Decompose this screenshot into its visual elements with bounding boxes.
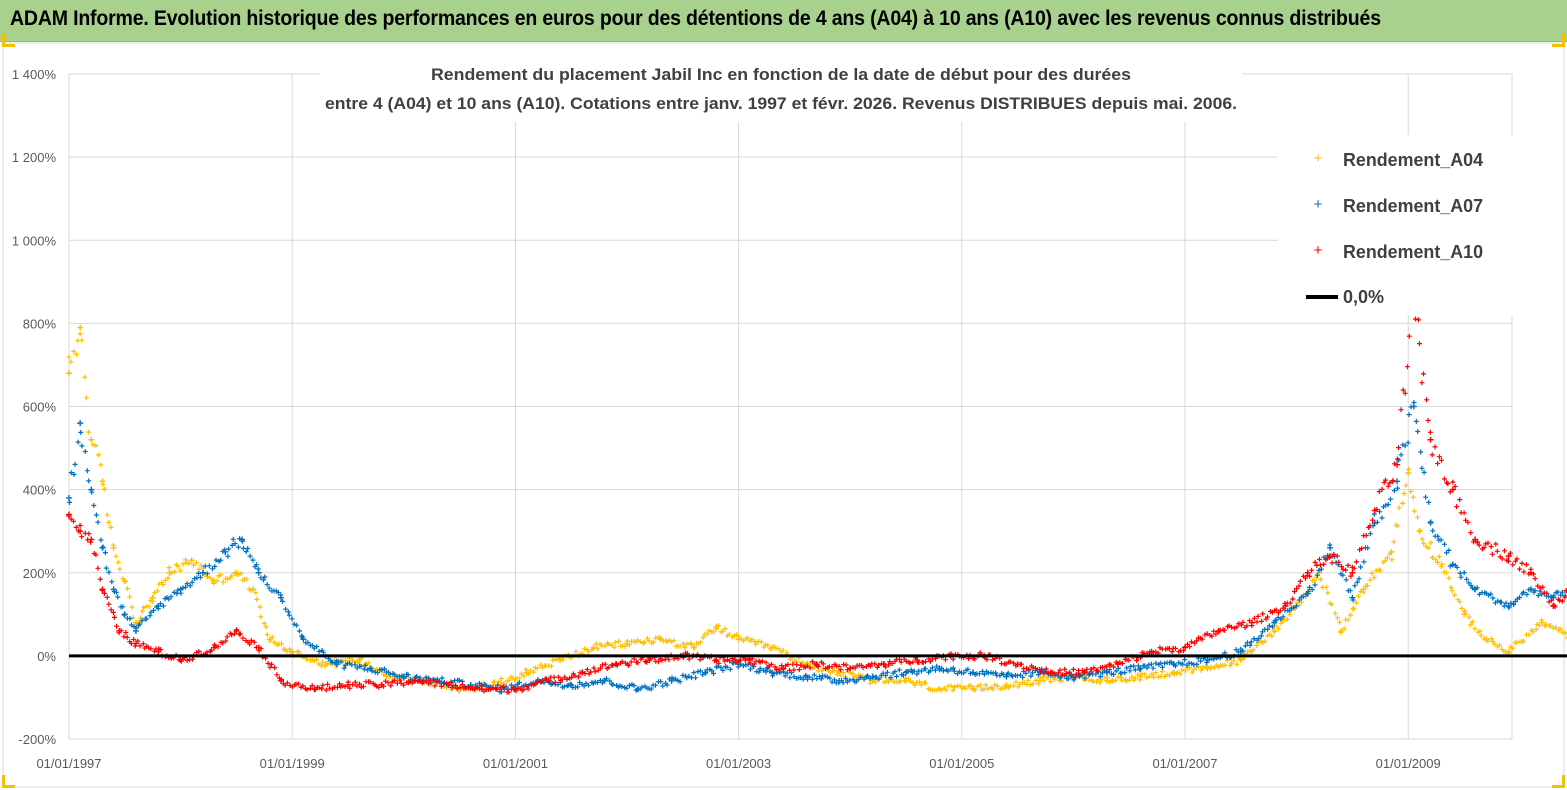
y-tick-label: 0% — [37, 649, 56, 664]
legend-marker-a10: + — [1314, 242, 1323, 259]
series-rendement-a10 — [66, 285, 1567, 695]
data-point — [77, 324, 84, 331]
y-tick-label: 400% — [23, 483, 57, 498]
x-tick-label: 01/01/2007 — [1152, 756, 1217, 771]
series-rendement-a04-cloud — [66, 331, 1567, 694]
x-axis-ticks: 01/01/1997 01/01/1999 01/01/2001 01/01/2003… — [36, 756, 1441, 771]
data-point — [1427, 436, 1434, 443]
legend-label-a07: Rendement_A07 — [1343, 196, 1483, 216]
y-tick-label: -200% — [18, 732, 56, 747]
frame-corner-top-right — [1552, 34, 1565, 47]
frame-corner-bottom-left — [2, 775, 15, 788]
chart-legend: + Rendement_A04 + Rendement_A07 + Rendem… — [1278, 135, 1518, 315]
data-point — [77, 420, 84, 427]
legend-label-zero: 0,0% — [1343, 287, 1384, 307]
chart-title-line-2: entre 4 (A04) et 10 ans (A10). Cotations… — [325, 94, 1237, 113]
report-banner: ADAM Informe. Evolution historique des p… — [0, 0, 1567, 42]
x-tick-label: 01/01/2005 — [929, 756, 994, 771]
zero-line-layer — [69, 654, 1567, 658]
series-layer — [66, 285, 1567, 695]
report-title: ADAM Informe. Evolution historique des p… — [10, 7, 1381, 30]
data-point — [289, 648, 296, 655]
y-axis-ticks: -200% 0% 200% 400% 600% 800% 1 000% 1 200% 1 400… — [12, 67, 57, 747]
data-point — [66, 370, 72, 377]
chart-frame — [2, 42, 1565, 788]
x-tick-label: 01/01/2001 — [483, 756, 548, 771]
y-tick-label: 800% — [23, 316, 57, 331]
legend-label-a10: Rendement_A10 — [1343, 242, 1483, 262]
legend-marker-a04: + — [1314, 150, 1323, 167]
data-point — [121, 611, 128, 618]
x-tick-label: 01/01/2009 — [1376, 756, 1441, 771]
series-rendement-a10-cloud — [66, 285, 1567, 695]
frame-corner-top-left — [2, 34, 15, 47]
data-point — [1349, 569, 1356, 576]
x-tick-label: 01/01/1999 — [260, 756, 325, 771]
data-point — [1327, 553, 1334, 560]
y-tick-label: 600% — [23, 400, 57, 415]
data-point — [99, 544, 106, 551]
data-point — [1505, 553, 1512, 560]
y-tick-label: 200% — [23, 566, 57, 581]
series-rendement-a07 — [66, 400, 1567, 695]
y-tick-label: 1 400% — [12, 67, 57, 82]
gridlines — [68, 73, 1513, 740]
series-rendement-a07-cloud — [67, 400, 1567, 695]
chart-title-line-1: Rendement du placement Jabil Inc en fonc… — [431, 65, 1131, 84]
series-rendement-a04 — [66, 324, 1567, 694]
frame-corner-bottom-right — [1552, 775, 1565, 788]
y-tick-label: 1 000% — [12, 233, 57, 248]
x-tick-label: 01/01/2003 — [706, 756, 771, 771]
legend-marker-a07: + — [1314, 196, 1323, 213]
legend-label-a04: Rendement_A04 — [1343, 150, 1483, 170]
y-tick-label: 1 200% — [12, 150, 57, 165]
data-point — [311, 686, 318, 693]
chart-title-background — [320, 60, 1242, 122]
legend-background — [1278, 135, 1518, 315]
x-tick-label: 01/01/1997 — [36, 756, 101, 771]
